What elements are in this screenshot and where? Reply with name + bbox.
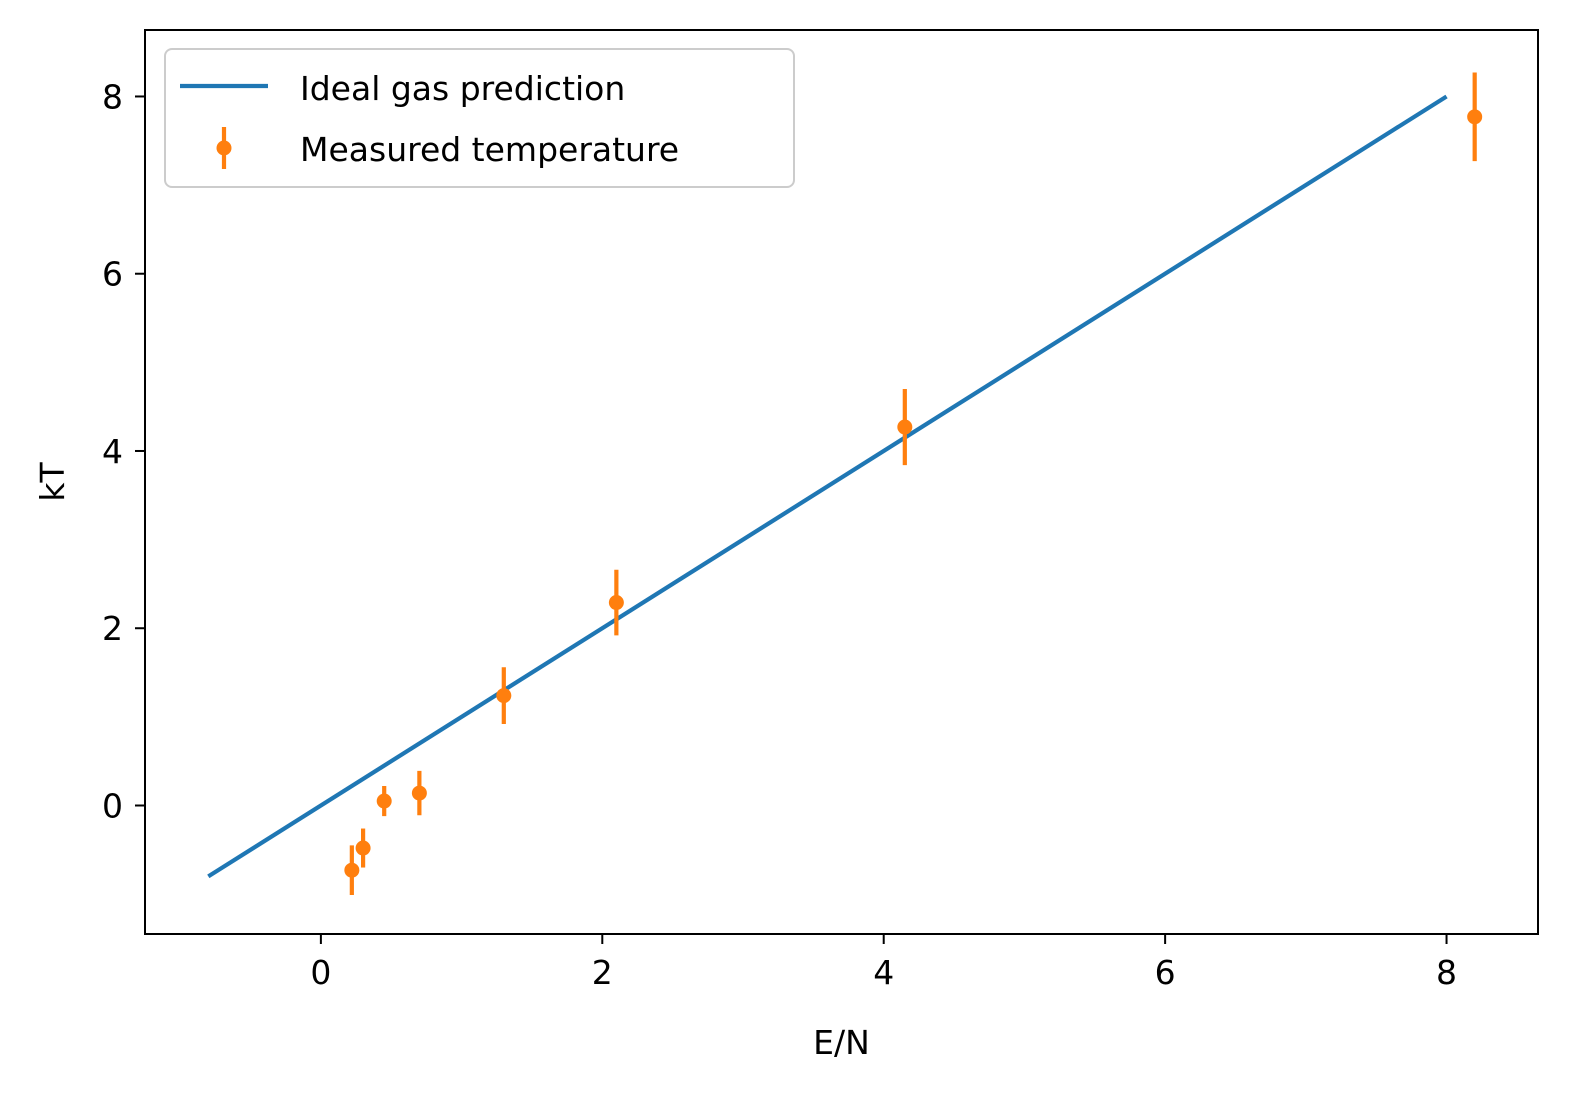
x-tick-label: 6 <box>1155 953 1176 992</box>
ideal-gas-line <box>207 94 1448 879</box>
y-tick-label: 4 <box>102 432 123 471</box>
y-tick-label: 0 <box>102 786 123 825</box>
x-tick-label: 4 <box>873 953 894 992</box>
data-point <box>1467 109 1483 125</box>
x-tick-label: 0 <box>310 953 331 992</box>
plot-frame <box>144 29 1539 935</box>
x-axis-label: E/N <box>813 1023 870 1062</box>
data-point <box>376 793 392 809</box>
data-point <box>344 862 360 878</box>
data-point <box>496 688 512 704</box>
data-point <box>355 840 371 856</box>
legend-label-measured: Measured temperature <box>300 130 679 169</box>
data-point <box>608 595 624 611</box>
legend-label-ideal: Ideal gas prediction <box>300 69 625 108</box>
legend-point-swatch <box>216 140 232 156</box>
legend-box <box>164 48 795 188</box>
data-point <box>411 785 427 801</box>
x-tick-label: 2 <box>592 953 613 992</box>
y-tick-label: 2 <box>102 609 123 648</box>
y-tick-label: 8 <box>102 77 123 116</box>
data-point <box>897 419 913 435</box>
y-tick-label: 6 <box>102 255 123 294</box>
x-tick-label: 8 <box>1436 953 1457 992</box>
y-axis-label: kT <box>33 462 72 502</box>
